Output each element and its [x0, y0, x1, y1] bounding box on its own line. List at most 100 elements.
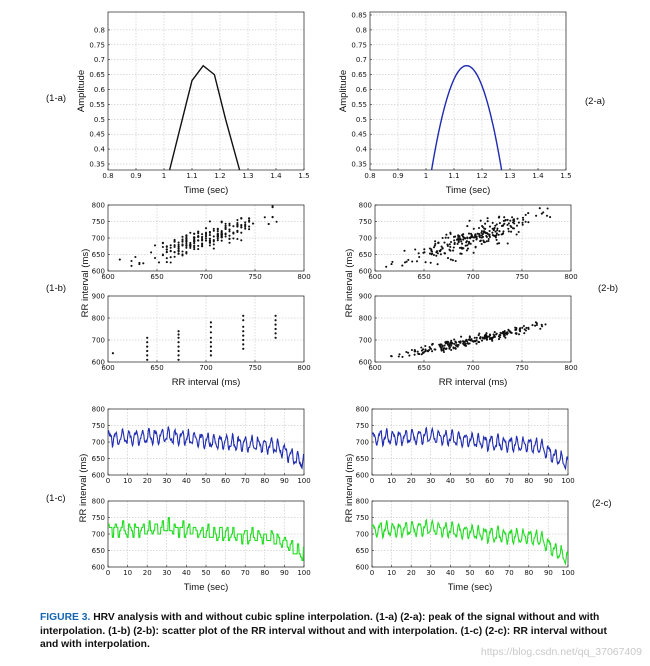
scatter-point — [208, 244, 211, 247]
scatter-point — [486, 220, 489, 223]
y-tick-label: 0.5 — [94, 116, 105, 124]
scatter-point — [185, 246, 188, 249]
scatter-point — [177, 333, 180, 336]
scatter-point — [426, 349, 429, 352]
y-tick-label: 700 — [359, 337, 372, 345]
scatter-point — [405, 350, 408, 354]
scatter-point — [467, 242, 470, 245]
scatter-point — [481, 224, 484, 228]
scatter-point — [491, 221, 494, 224]
scatter-point — [484, 227, 487, 230]
scatter-point — [391, 260, 394, 263]
scatter-point — [420, 353, 423, 356]
scatter-point — [242, 343, 245, 346]
y-tick-label: 0.75 — [351, 41, 367, 49]
x-tick-label: 0.9 — [392, 172, 403, 180]
scatter-point — [407, 351, 410, 354]
x-tick-label: 800 — [564, 364, 577, 372]
scatter-point — [417, 252, 420, 255]
scatter-point — [448, 345, 451, 349]
y-tick-label: 0.35 — [89, 161, 105, 169]
scatter-point — [468, 335, 471, 338]
scatter-point — [453, 338, 456, 341]
scatter-point — [232, 237, 235, 240]
scatter-point — [146, 349, 149, 353]
scatter-point — [216, 228, 219, 231]
scatter-point — [212, 243, 215, 246]
x-tick-label: 1.1 — [186, 172, 197, 180]
shared-y-axis-label: RR interval (ms) — [344, 249, 355, 318]
scatter-point — [123, 272, 125, 274]
scatter-point — [220, 239, 223, 242]
scatter-point — [485, 336, 488, 340]
scatter-point — [447, 236, 450, 239]
scatter-point — [439, 346, 442, 349]
scatter-point — [459, 341, 462, 344]
scatter-point — [506, 223, 509, 226]
scatter-point — [146, 358, 149, 361]
scatter-point — [534, 321, 537, 324]
scatter-point — [462, 342, 465, 345]
x-tick-label: 20 — [143, 477, 152, 485]
scatter-point — [244, 227, 247, 230]
scatter-point — [240, 231, 243, 234]
scatter-point — [531, 324, 534, 327]
chart-2b-top: 600 650 700 750 800 600 650 700 750 800 — [359, 202, 578, 282]
panel-label: (1-b) — [46, 283, 66, 294]
scatter-point — [450, 344, 453, 347]
y-tick-label: 0.85 — [351, 11, 367, 19]
scatter-point — [472, 236, 475, 239]
scatter-point — [173, 238, 176, 241]
scatter-point — [481, 336, 484, 339]
scatter-point — [517, 221, 520, 224]
scatter-point — [521, 216, 525, 219]
scatter-point — [457, 234, 460, 237]
scatter-point — [420, 346, 423, 349]
scatter-point — [430, 250, 434, 253]
scatter-point — [385, 265, 388, 268]
scatter-point — [451, 259, 454, 262]
panel-label: (2-c) — [592, 498, 612, 509]
scatter-point — [507, 230, 510, 233]
y-tick-label: 750 — [356, 422, 369, 430]
x-tick-label: 600 — [101, 273, 114, 281]
scatter-point — [398, 353, 401, 356]
y-tick-label: 600 — [92, 359, 105, 367]
x-tick-label: 40 — [182, 569, 191, 577]
scatter-point — [482, 231, 485, 234]
scatter-point — [514, 326, 517, 329]
scatter-point — [493, 331, 496, 334]
x-tick-label: 70 — [241, 477, 250, 485]
scatter-point — [464, 344, 468, 347]
scatter-point — [441, 344, 444, 347]
scatter-point — [444, 236, 447, 239]
scatter-point — [549, 216, 552, 219]
y-tick-label: 0.4 — [94, 146, 106, 154]
x-tick-label: 40 — [182, 477, 191, 485]
scatter-point — [153, 256, 157, 260]
y-tick-label: 0.35 — [351, 161, 367, 169]
x-tick-label: 90 — [280, 477, 289, 485]
plot-area — [385, 207, 552, 268]
scatter-point — [193, 232, 196, 235]
scatter-point — [263, 216, 266, 219]
scatter-point — [429, 261, 432, 264]
y-tick-label: 800 — [92, 498, 105, 506]
y-axis-label: Amplitude — [338, 70, 349, 112]
chart-1b-bottom: 600 650 700 750 800 600 700 800 900 RR interval (… — [92, 293, 311, 389]
scatter-point — [466, 225, 469, 228]
scatter-point — [468, 342, 471, 345]
scatter-point — [413, 350, 416, 353]
scatter-point — [216, 230, 219, 233]
series-line — [108, 426, 304, 470]
scatter-point — [503, 333, 506, 336]
scatter-point — [480, 234, 483, 237]
scatter-point — [197, 244, 200, 247]
scatter-point — [209, 336, 212, 339]
scatter-point — [497, 338, 501, 341]
scatter-point — [521, 221, 524, 224]
scatter-point — [228, 224, 231, 227]
scatter-point — [177, 249, 180, 252]
scatter-point — [242, 334, 245, 337]
scatter-point — [403, 249, 406, 252]
